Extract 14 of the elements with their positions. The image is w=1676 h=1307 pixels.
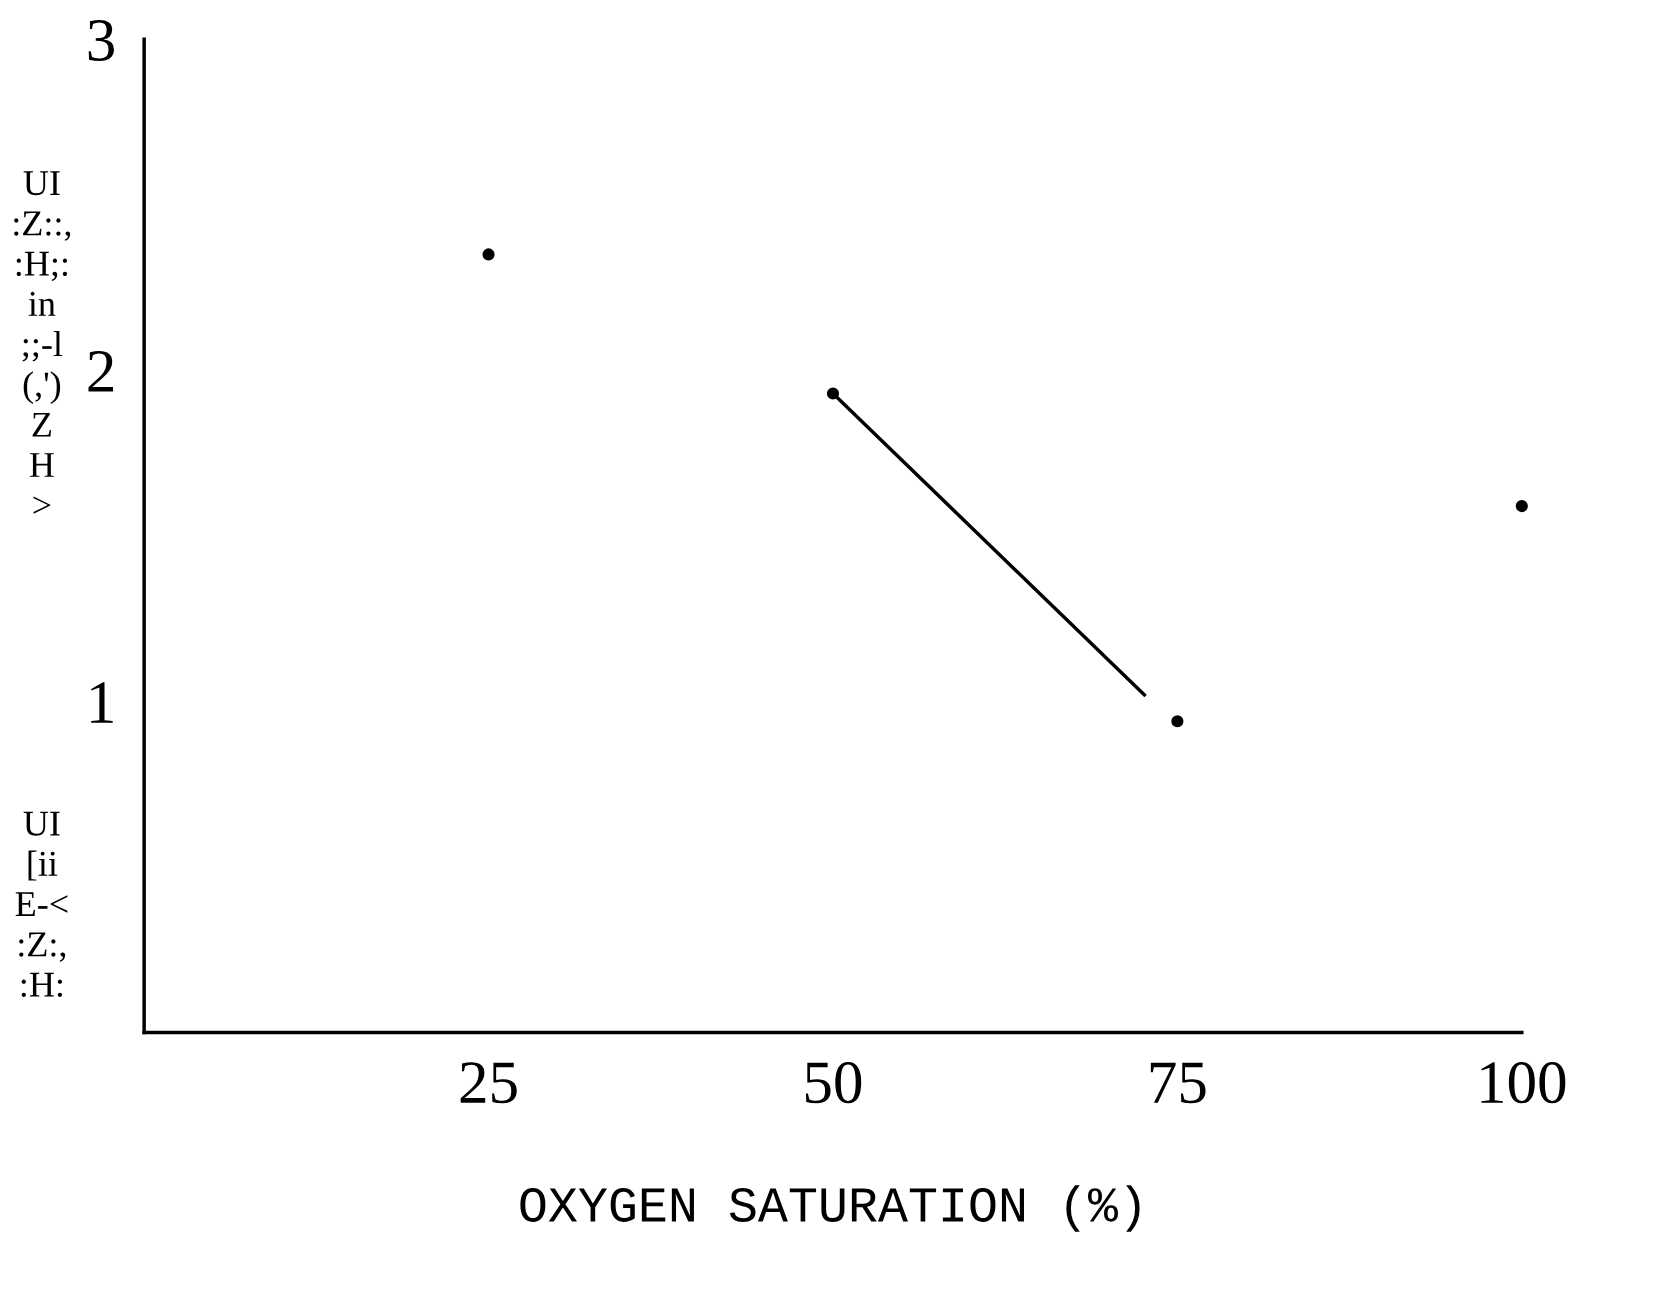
text: UI :Z::, :H;: in ;;-l (,') Z H >	[14, 171, 71, 514]
point	[1515, 499, 1528, 513]
x-tick-label: 25	[460, 1062, 517, 1104]
x-axis-title: OXYGEN SATURATION (%)	[520, 1185, 1140, 1232]
x-tick-label: 100	[1481, 1062, 1566, 1104]
y-tick-label: 2	[88, 351, 113, 392]
text: UI [ii E-< :Z:, :H:	[15, 811, 68, 997]
point	[1171, 715, 1184, 728]
point	[826, 387, 840, 400]
y-tick-label: 1	[91, 682, 113, 723]
x-tick-label: 50	[805, 1062, 862, 1104]
x-tick-label: 75	[1150, 1062, 1206, 1104]
point	[482, 248, 495, 261]
y-tick-label: 3	[88, 19, 114, 62]
